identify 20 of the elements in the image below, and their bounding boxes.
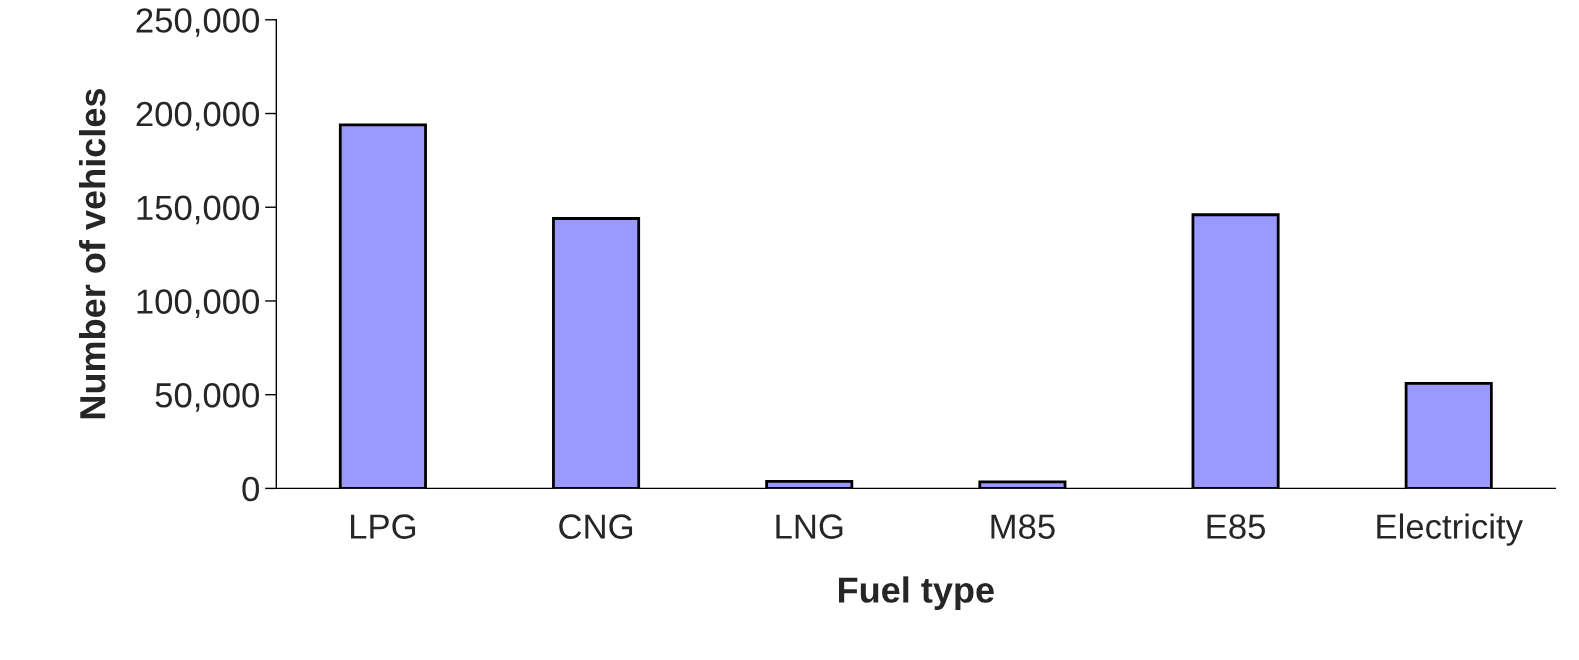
x-axis-title: Fuel type (838, 576, 994, 610)
bar (338, 123, 427, 489)
x-tick-label: CNG (559, 514, 633, 539)
y-tick-label: 0 (242, 476, 259, 502)
y-tick-label: 100,000 (137, 289, 260, 318)
y-axis-title: Number of vehicles (78, 89, 106, 419)
bar (552, 217, 641, 489)
x-tick-label: E85 (1207, 514, 1265, 539)
y-tick-label: 50,000 (155, 383, 260, 412)
bar (765, 480, 854, 489)
x-tick-label: Electricity (1377, 513, 1523, 546)
x-tick-label: LNG (776, 514, 843, 539)
y-tick-label: 250,000 (136, 8, 260, 37)
y-tick-label: 200,000 (136, 101, 260, 131)
bar (978, 480, 1067, 489)
bar (1404, 382, 1493, 489)
y-tick-label: 150,000 (137, 195, 260, 225)
bar (1191, 213, 1280, 489)
x-tick-label: LPG (351, 514, 416, 539)
x-tick-label: M85 (991, 514, 1055, 539)
